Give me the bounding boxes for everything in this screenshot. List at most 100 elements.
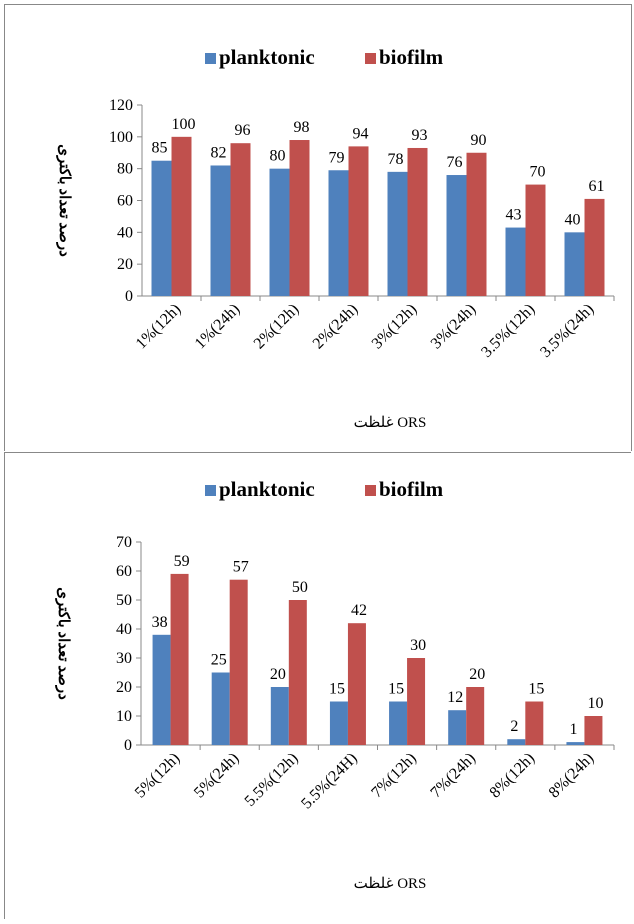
bar-biofilm-7 <box>584 716 603 745</box>
x-category-label: 3%(24h) <box>428 301 480 353</box>
y-tick-label: 40 <box>117 224 133 241</box>
bar-planktonic-1 <box>211 672 230 745</box>
data-label-planktonic-2: 80 <box>270 148 286 165</box>
y-tick-label: 20 <box>117 256 133 273</box>
legend-label-biofilm: biofilm <box>379 477 444 501</box>
bar-biofilm-5 <box>466 687 485 745</box>
data-label-biofilm-2: 98 <box>294 119 310 136</box>
y-axis-title: درصد تعداد باکتری <box>55 587 71 700</box>
bar-biofilm-1 <box>230 143 251 296</box>
bar-biofilm-0 <box>170 573 189 745</box>
x-category-label: 2%(12h) <box>251 301 303 353</box>
bar-planktonic-7 <box>564 232 585 296</box>
data-label-planktonic-0: 38 <box>152 614 168 631</box>
data-label-planktonic-6: 43 <box>506 207 522 224</box>
x-axis-title: غلظت ORS <box>354 876 427 892</box>
y-tick-label: 40 <box>116 621 132 638</box>
bar-planktonic-2 <box>270 687 289 745</box>
data-label-planktonic-4: 78 <box>388 151 404 168</box>
bar-planktonic-4 <box>389 701 408 745</box>
bar-planktonic-7 <box>566 742 585 745</box>
data-label-biofilm-4: 30 <box>410 637 426 654</box>
data-label-biofilm-7: 61 <box>589 178 605 195</box>
data-label-planktonic-0: 85 <box>152 140 168 157</box>
x-category-label: 8%(12h) <box>487 750 539 802</box>
y-axis-title: درصد تعداد باکتری <box>56 144 72 257</box>
bar-planktonic-3 <box>329 701 348 745</box>
data-label-biofilm-6: 70 <box>530 164 546 181</box>
data-label-biofilm-1: 57 <box>233 559 249 576</box>
bar-planktonic-5 <box>448 710 467 745</box>
data-label-biofilm-0: 100 <box>172 116 196 133</box>
data-label-planktonic-1: 82 <box>211 144 227 161</box>
bars <box>152 573 603 745</box>
data-label-planktonic-5: 12 <box>447 689 463 706</box>
legend-swatch-planktonic <box>205 53 216 64</box>
data-label-biofilm-4: 93 <box>412 127 428 144</box>
legend-label-biofilm: biofilm <box>379 45 444 69</box>
x-category-label: 1%(24h) <box>192 301 244 353</box>
bar-planktonic-4 <box>387 171 408 296</box>
x-category-label: 3.5%(24h) <box>537 301 597 361</box>
legend-label-planktonic: planktonic <box>219 477 315 501</box>
bar-biofilm-5 <box>466 152 487 296</box>
bar-planktonic-0 <box>151 160 172 296</box>
legend: planktonic biofilm <box>205 477 444 501</box>
data-label-planktonic-4: 15 <box>388 681 404 698</box>
bar-biofilm-7 <box>584 198 605 296</box>
x-category-label: 5%(24h) <box>191 750 243 802</box>
bar-planktonic-1 <box>210 165 231 296</box>
x-category-label: 1%(12h) <box>133 301 185 353</box>
y-tick-label: 0 <box>125 288 133 305</box>
y-tick-label: 20 <box>116 679 132 696</box>
y-axis: 0 20 40 60 80 100 120 <box>109 97 143 305</box>
y-tick-label: 100 <box>109 129 133 146</box>
data-label-biofilm-5: 90 <box>471 132 487 149</box>
data-label-biofilm-6: 15 <box>528 681 544 698</box>
data-label-planktonic-5: 76 <box>447 154 463 171</box>
y-tick-label: 50 <box>116 592 132 609</box>
bar-biofilm-1 <box>229 579 248 745</box>
data-label-biofilm-3: 42 <box>351 602 367 619</box>
data-label-biofilm-7: 10 <box>587 695 603 712</box>
data-label-planktonic-3: 15 <box>329 681 345 698</box>
data-label-planktonic-6: 2 <box>510 718 518 735</box>
data-label-biofilm-2: 50 <box>292 579 308 596</box>
y-tick-label: 120 <box>109 97 133 114</box>
chart-panel-top: planktonic biofilm 0 20 40 60 80 100 120 1%(12h) 1… <box>4 4 632 451</box>
bars <box>151 136 605 296</box>
bar-planktonic-6 <box>507 739 526 745</box>
bar-biofilm-6 <box>525 701 544 745</box>
x-category-label: 2%(24h) <box>310 301 362 353</box>
bar-biofilm-2 <box>288 600 307 745</box>
x-category-label: 3.5%(12h) <box>478 301 538 361</box>
legend-label-planktonic: planktonic <box>219 45 315 69</box>
bar-biofilm-3 <box>348 146 369 296</box>
y-tick-label: 0 <box>124 737 132 754</box>
x-category-label: 3%(12h) <box>369 301 421 353</box>
bar-biofilm-4 <box>407 147 428 296</box>
chart-panel-bottom: planktonic biofilm 0 10 20 30 40 50 60 70 5%(12h) 5… <box>4 452 631 919</box>
bar-biofilm-6 <box>525 184 546 296</box>
legend-swatch-planktonic <box>205 485 216 496</box>
bar-biofilm-4 <box>407 658 426 745</box>
y-tick-label: 60 <box>117 193 133 210</box>
bar-planktonic-3 <box>328 170 349 296</box>
y-tick-label: 10 <box>116 708 132 725</box>
bar-planktonic-2 <box>269 168 290 296</box>
x-axis: 1%(12h) 1%(24h) 2%(12h) 2%(24h) 3%(12h) 3%(24… <box>133 295 615 361</box>
x-category-label: 5.5%(24H) <box>298 750 361 813</box>
y-tick-label: 70 <box>116 534 132 551</box>
bar-biofilm-2 <box>289 140 310 296</box>
x-axis-title: غلظت ORS <box>354 415 427 431</box>
y-tick-label: 60 <box>116 563 132 580</box>
y-tick-label: 80 <box>117 161 133 178</box>
data-label-planktonic-7: 1 <box>569 721 577 738</box>
data-label-planktonic-7: 40 <box>565 211 581 228</box>
data-label-biofilm-1: 96 <box>235 122 251 139</box>
